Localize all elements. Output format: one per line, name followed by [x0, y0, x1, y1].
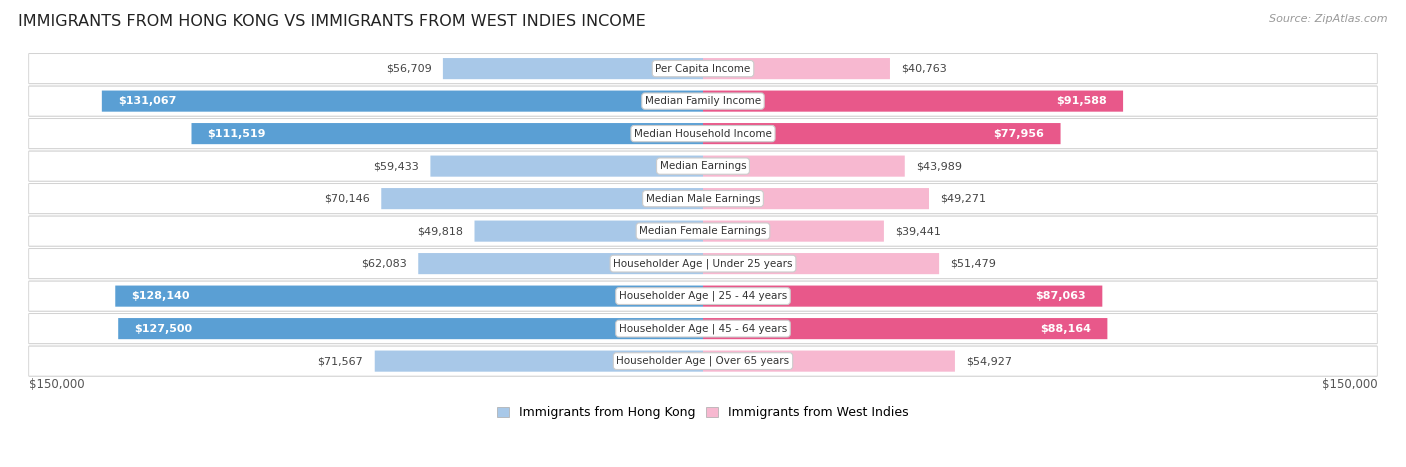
- Text: $150,000: $150,000: [1322, 378, 1378, 391]
- FancyBboxPatch shape: [703, 123, 1060, 144]
- Text: Median Family Income: Median Family Income: [645, 96, 761, 106]
- FancyBboxPatch shape: [703, 285, 1102, 307]
- FancyBboxPatch shape: [430, 156, 703, 177]
- Text: Median Female Earnings: Median Female Earnings: [640, 226, 766, 236]
- Text: $71,567: $71,567: [318, 356, 363, 366]
- FancyBboxPatch shape: [375, 351, 703, 372]
- FancyBboxPatch shape: [703, 253, 939, 274]
- Text: $59,433: $59,433: [373, 161, 419, 171]
- Text: $40,763: $40,763: [901, 64, 948, 74]
- FancyBboxPatch shape: [703, 318, 1108, 339]
- FancyBboxPatch shape: [28, 346, 1378, 376]
- Text: $49,818: $49,818: [418, 226, 463, 236]
- Text: $49,271: $49,271: [941, 194, 987, 204]
- Text: $77,956: $77,956: [994, 128, 1045, 139]
- Text: IMMIGRANTS FROM HONG KONG VS IMMIGRANTS FROM WEST INDIES INCOME: IMMIGRANTS FROM HONG KONG VS IMMIGRANTS …: [18, 14, 645, 29]
- FancyBboxPatch shape: [28, 119, 1378, 149]
- Text: Householder Age | Under 25 years: Householder Age | Under 25 years: [613, 258, 793, 269]
- Text: $128,140: $128,140: [131, 291, 190, 301]
- Text: $54,927: $54,927: [966, 356, 1012, 366]
- Text: $91,588: $91,588: [1056, 96, 1107, 106]
- Text: Median Earnings: Median Earnings: [659, 161, 747, 171]
- Text: $62,083: $62,083: [361, 259, 406, 269]
- Text: $111,519: $111,519: [208, 128, 266, 139]
- FancyBboxPatch shape: [28, 86, 1378, 116]
- Text: $51,479: $51,479: [950, 259, 997, 269]
- Text: $56,709: $56,709: [385, 64, 432, 74]
- Text: Source: ZipAtlas.com: Source: ZipAtlas.com: [1270, 14, 1388, 24]
- FancyBboxPatch shape: [418, 253, 703, 274]
- FancyBboxPatch shape: [28, 346, 1378, 377]
- Text: Householder Age | 25 - 44 years: Householder Age | 25 - 44 years: [619, 291, 787, 301]
- FancyBboxPatch shape: [118, 318, 703, 339]
- FancyBboxPatch shape: [703, 220, 884, 242]
- Text: $43,989: $43,989: [917, 161, 962, 171]
- Text: $39,441: $39,441: [896, 226, 941, 236]
- FancyBboxPatch shape: [28, 150, 1378, 182]
- FancyBboxPatch shape: [28, 183, 1378, 214]
- Text: Householder Age | 45 - 64 years: Householder Age | 45 - 64 years: [619, 323, 787, 334]
- FancyBboxPatch shape: [191, 123, 703, 144]
- FancyBboxPatch shape: [28, 248, 1378, 279]
- FancyBboxPatch shape: [28, 313, 1378, 344]
- Legend: Immigrants from Hong Kong, Immigrants from West Indies: Immigrants from Hong Kong, Immigrants fr…: [494, 403, 912, 423]
- FancyBboxPatch shape: [703, 58, 890, 79]
- FancyBboxPatch shape: [28, 216, 1378, 246]
- Text: $87,063: $87,063: [1036, 291, 1087, 301]
- FancyBboxPatch shape: [28, 53, 1378, 84]
- Text: $150,000: $150,000: [28, 378, 84, 391]
- FancyBboxPatch shape: [28, 281, 1378, 311]
- Text: Median Household Income: Median Household Income: [634, 128, 772, 139]
- FancyBboxPatch shape: [443, 58, 703, 79]
- Text: Median Male Earnings: Median Male Earnings: [645, 194, 761, 204]
- FancyBboxPatch shape: [28, 215, 1378, 247]
- Text: $88,164: $88,164: [1040, 324, 1091, 333]
- FancyBboxPatch shape: [28, 151, 1378, 181]
- FancyBboxPatch shape: [28, 184, 1378, 213]
- FancyBboxPatch shape: [28, 118, 1378, 149]
- FancyBboxPatch shape: [28, 248, 1378, 278]
- FancyBboxPatch shape: [703, 351, 955, 372]
- FancyBboxPatch shape: [703, 91, 1123, 112]
- Text: Householder Age | Over 65 years: Householder Age | Over 65 years: [616, 356, 790, 367]
- FancyBboxPatch shape: [381, 188, 703, 209]
- FancyBboxPatch shape: [28, 314, 1378, 344]
- Text: $127,500: $127,500: [134, 324, 193, 333]
- FancyBboxPatch shape: [703, 156, 905, 177]
- Text: $70,146: $70,146: [323, 194, 370, 204]
- FancyBboxPatch shape: [28, 85, 1378, 117]
- Text: Per Capita Income: Per Capita Income: [655, 64, 751, 74]
- FancyBboxPatch shape: [703, 188, 929, 209]
- FancyBboxPatch shape: [28, 281, 1378, 311]
- FancyBboxPatch shape: [101, 91, 703, 112]
- FancyBboxPatch shape: [115, 285, 703, 307]
- FancyBboxPatch shape: [28, 54, 1378, 84]
- FancyBboxPatch shape: [474, 220, 703, 242]
- Text: $131,067: $131,067: [118, 96, 176, 106]
